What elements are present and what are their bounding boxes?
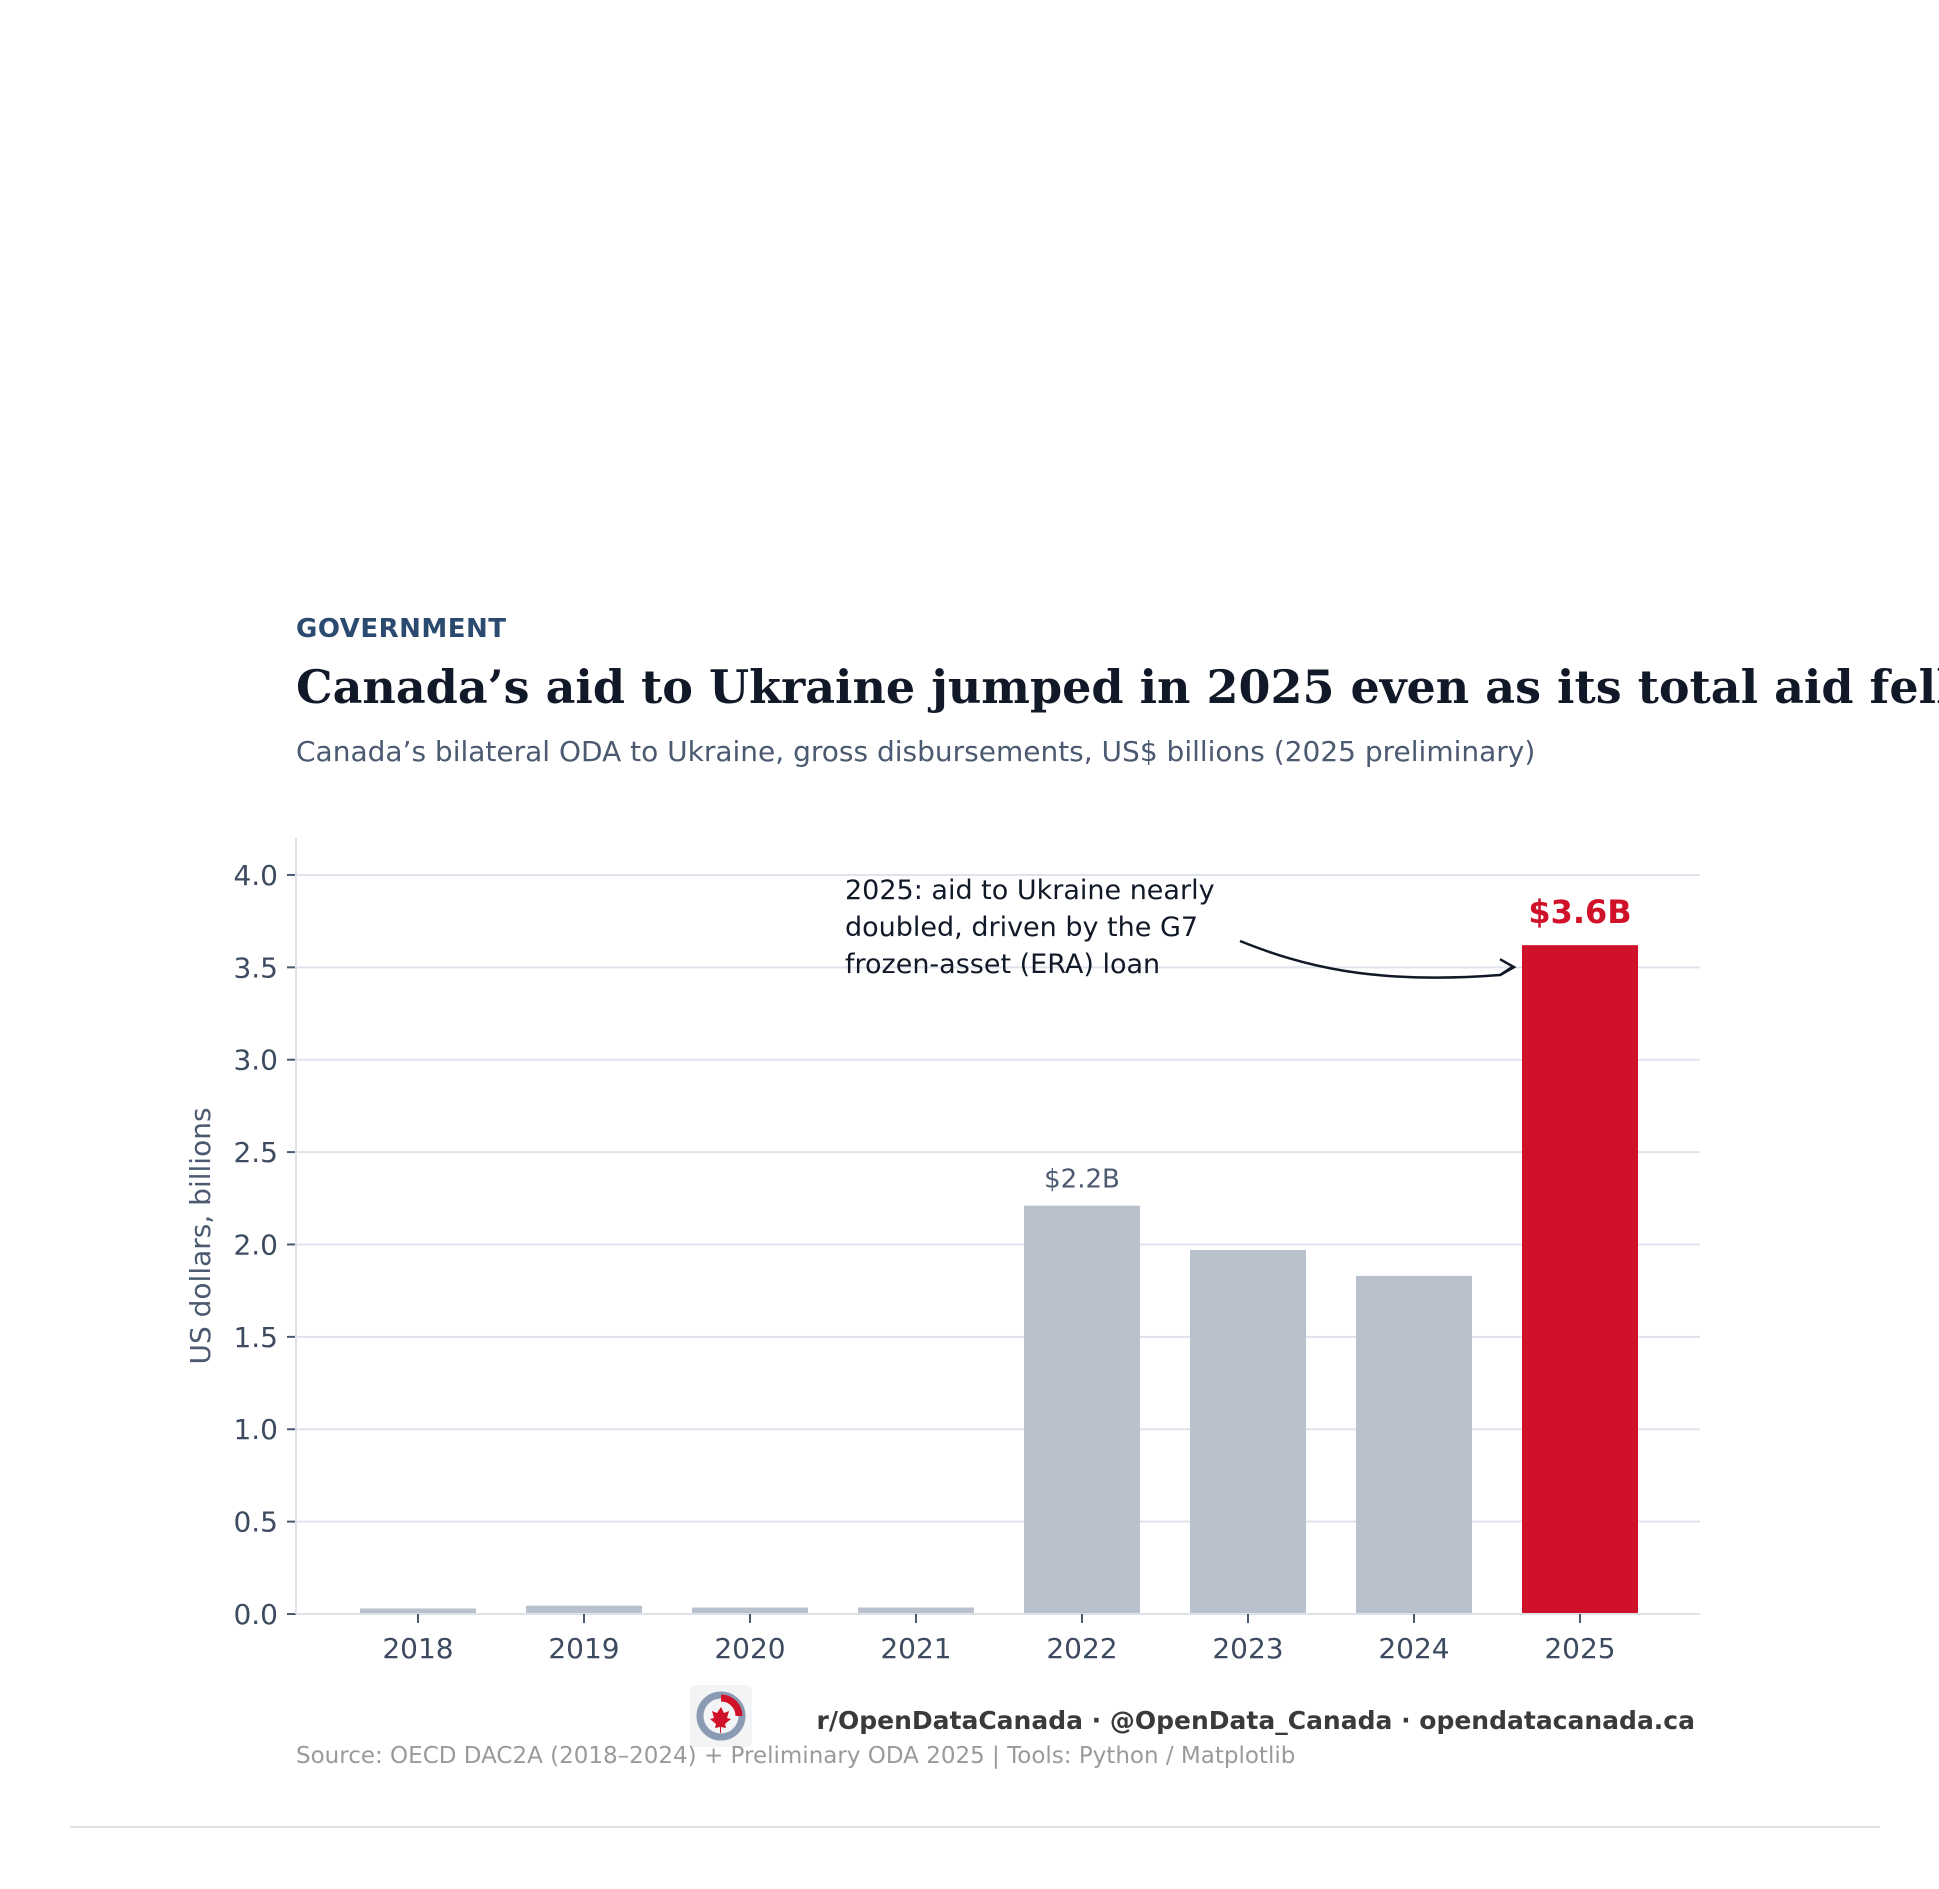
annotation-line: 2025: aid to Ukraine nearly [845,875,1215,906]
data-labels: $2.2B $3.6B [1044,893,1632,1195]
y-tick-label: 0.0 [233,1598,278,1631]
maple-leaf-logo-icon [690,1685,752,1747]
x-tick-label: 2019 [548,1632,619,1665]
chart-subtitle: Canada’s bilateral ODA to Ukraine, gross… [296,735,1536,768]
bar-2024 [1356,1275,1472,1614]
y-tick-label: 0.5 [233,1506,278,1539]
y-tick-label: 2.0 [233,1228,278,1261]
bar-2019 [526,1605,642,1614]
bar-2018 [360,1608,476,1614]
x-tick-label: 2020 [714,1632,785,1665]
annotation-line: doubled, driven by the G7 [845,912,1198,943]
bar-2023 [1190,1250,1306,1614]
x-tick-label: 2023 [1212,1632,1283,1665]
section-kicker: GOVERNMENT [296,614,507,644]
y-tick-label: 2.5 [233,1136,278,1169]
y-tick-label: 1.5 [233,1321,278,1354]
arrow-head-icon [1499,958,1517,977]
annotation-line: frozen-asset (ERA) loan [845,949,1160,980]
chart-title: Canada’s aid to Ukraine jumped in 2025 e… [296,660,1939,714]
y-tick-label: 1.0 [233,1413,278,1446]
y-tick-label: 3.5 [233,951,278,984]
source-note: Source: OECD DAC2A (2018–2024) + Prelimi… [296,1743,1296,1769]
y-tick-label: 3.0 [233,1044,278,1077]
bar-2025 [1522,945,1638,1614]
annotation: 2025: aid to Ukraine nearly doubled, driv… [845,875,1517,980]
y-tick-label: 4.0 [233,859,278,892]
data-label-2025: $3.6B [1528,893,1631,931]
credits-line: r/OpenDataCanada · @OpenData_Canada · op… [816,1706,1695,1735]
annotation-arrow [1239,939,1513,979]
x-tick-label: 2021 [880,1632,951,1665]
bar-2021 [858,1607,974,1614]
bars [360,945,1638,1614]
x-tick-label: 2024 [1378,1632,1449,1665]
bar-2022 [1024,1205,1140,1614]
footer-divider [70,1826,1880,1828]
x-tick-label: 2022 [1046,1632,1117,1665]
x-tick-label: 2025 [1544,1632,1615,1665]
axes: 0.0 0.5 1.0 1.5 2.0 2.5 3.0 3.5 4.0 2018 2019 2020 2… [184,838,1700,1665]
y-axis-label: US dollars, billions [184,1107,217,1364]
data-label-2022: $2.2B [1044,1165,1120,1195]
x-tick-label: 2018 [382,1632,453,1665]
bar-2020 [692,1607,808,1614]
